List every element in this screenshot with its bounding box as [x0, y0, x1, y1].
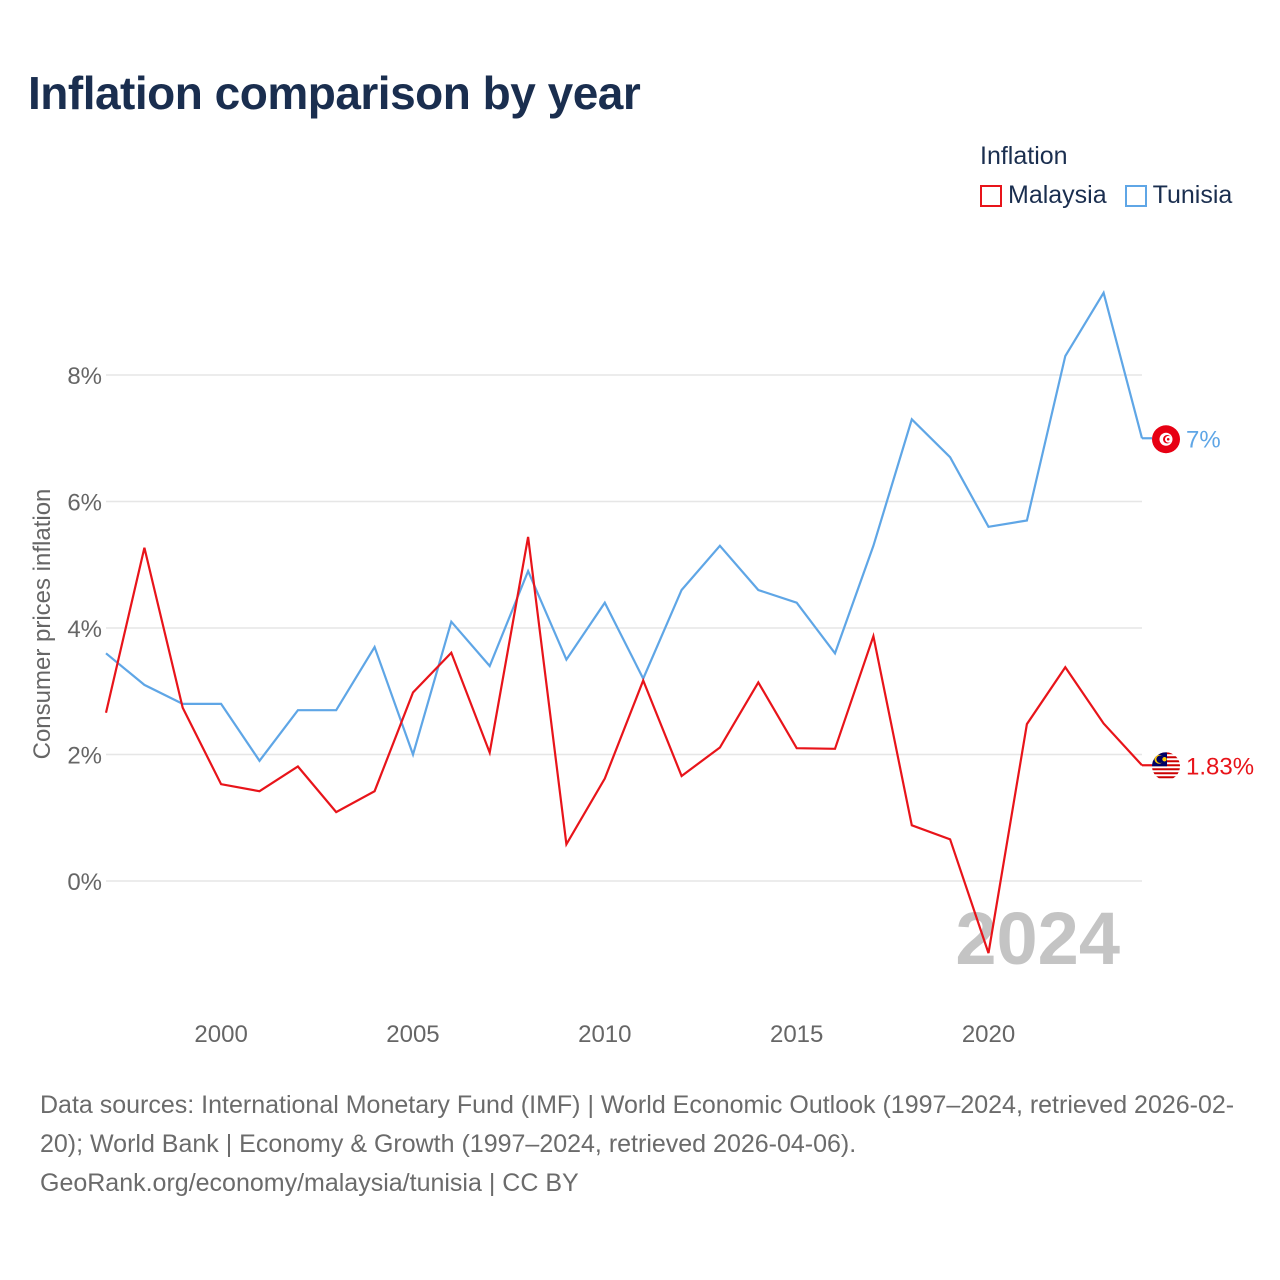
series-line-malaysia[interactable]	[104, 536, 1143, 954]
y-axis-label: Consumer prices inflation	[29, 489, 56, 760]
chart-svg: 0% 2% 4% 6% 8% 2000 2005 2010 2015 2020 2024 Con…	[29, 290, 1254, 1048]
tunisia-flag-icon	[1152, 425, 1180, 454]
legend-item-tunisia[interactable]: Tunisia	[1124, 181, 1233, 210]
y-axis-ticks: 0% 2% 4% 6% 8%	[67, 363, 102, 896]
data-sources-text: Data sources: International Monetary Fun…	[40, 1091, 1235, 1158]
chart-title: Inflation comparison by year	[28, 67, 641, 119]
legend-label-tunisia: Tunisia	[1152, 181, 1233, 209]
legend: Inflation Malaysia Tunisia	[980, 142, 1232, 210]
footer: Data sources: International Monetary Fun…	[40, 1086, 1250, 1203]
x-tick-label: 2010	[578, 1021, 631, 1048]
y-tick-label: 6%	[67, 490, 102, 517]
x-tick-label: 2015	[770, 1021, 823, 1048]
y-tick-label: 2%	[67, 743, 102, 770]
end-label-tunisia: 7%	[1186, 426, 1221, 453]
legend-item-malaysia[interactable]: Malaysia	[980, 181, 1107, 210]
year-watermark: 2024	[955, 897, 1120, 980]
legend-title: Inflation	[980, 142, 1068, 170]
legend-label-malaysia: Malaysia	[1008, 181, 1107, 209]
legend-swatch-malaysia	[980, 184, 1002, 207]
y-tick-label: 4%	[67, 616, 102, 643]
grid-lines	[106, 374, 1142, 882]
x-tick-label: 2000	[194, 1021, 247, 1048]
x-tick-label: 2020	[962, 1021, 1015, 1048]
malaysia-flag-icon	[1152, 752, 1180, 781]
series-end-markers: 7% 1.83%	[1142, 425, 1254, 781]
end-label-malaysia: 1.83%	[1186, 753, 1254, 780]
series-line-tunisia[interactable]	[105, 290, 1144, 763]
y-tick-label: 0%	[67, 869, 102, 896]
credit-text: GeoRank.org/economy/malaysia/tunisia | C…	[40, 1169, 579, 1197]
x-axis-ticks: 2000 2005 2010 2015 2020	[194, 1021, 1015, 1048]
y-tick-label: 8%	[67, 363, 102, 390]
legend-swatch-tunisia	[1124, 184, 1147, 207]
x-tick-label: 2005	[386, 1021, 439, 1048]
series-lines	[104, 290, 1144, 954]
